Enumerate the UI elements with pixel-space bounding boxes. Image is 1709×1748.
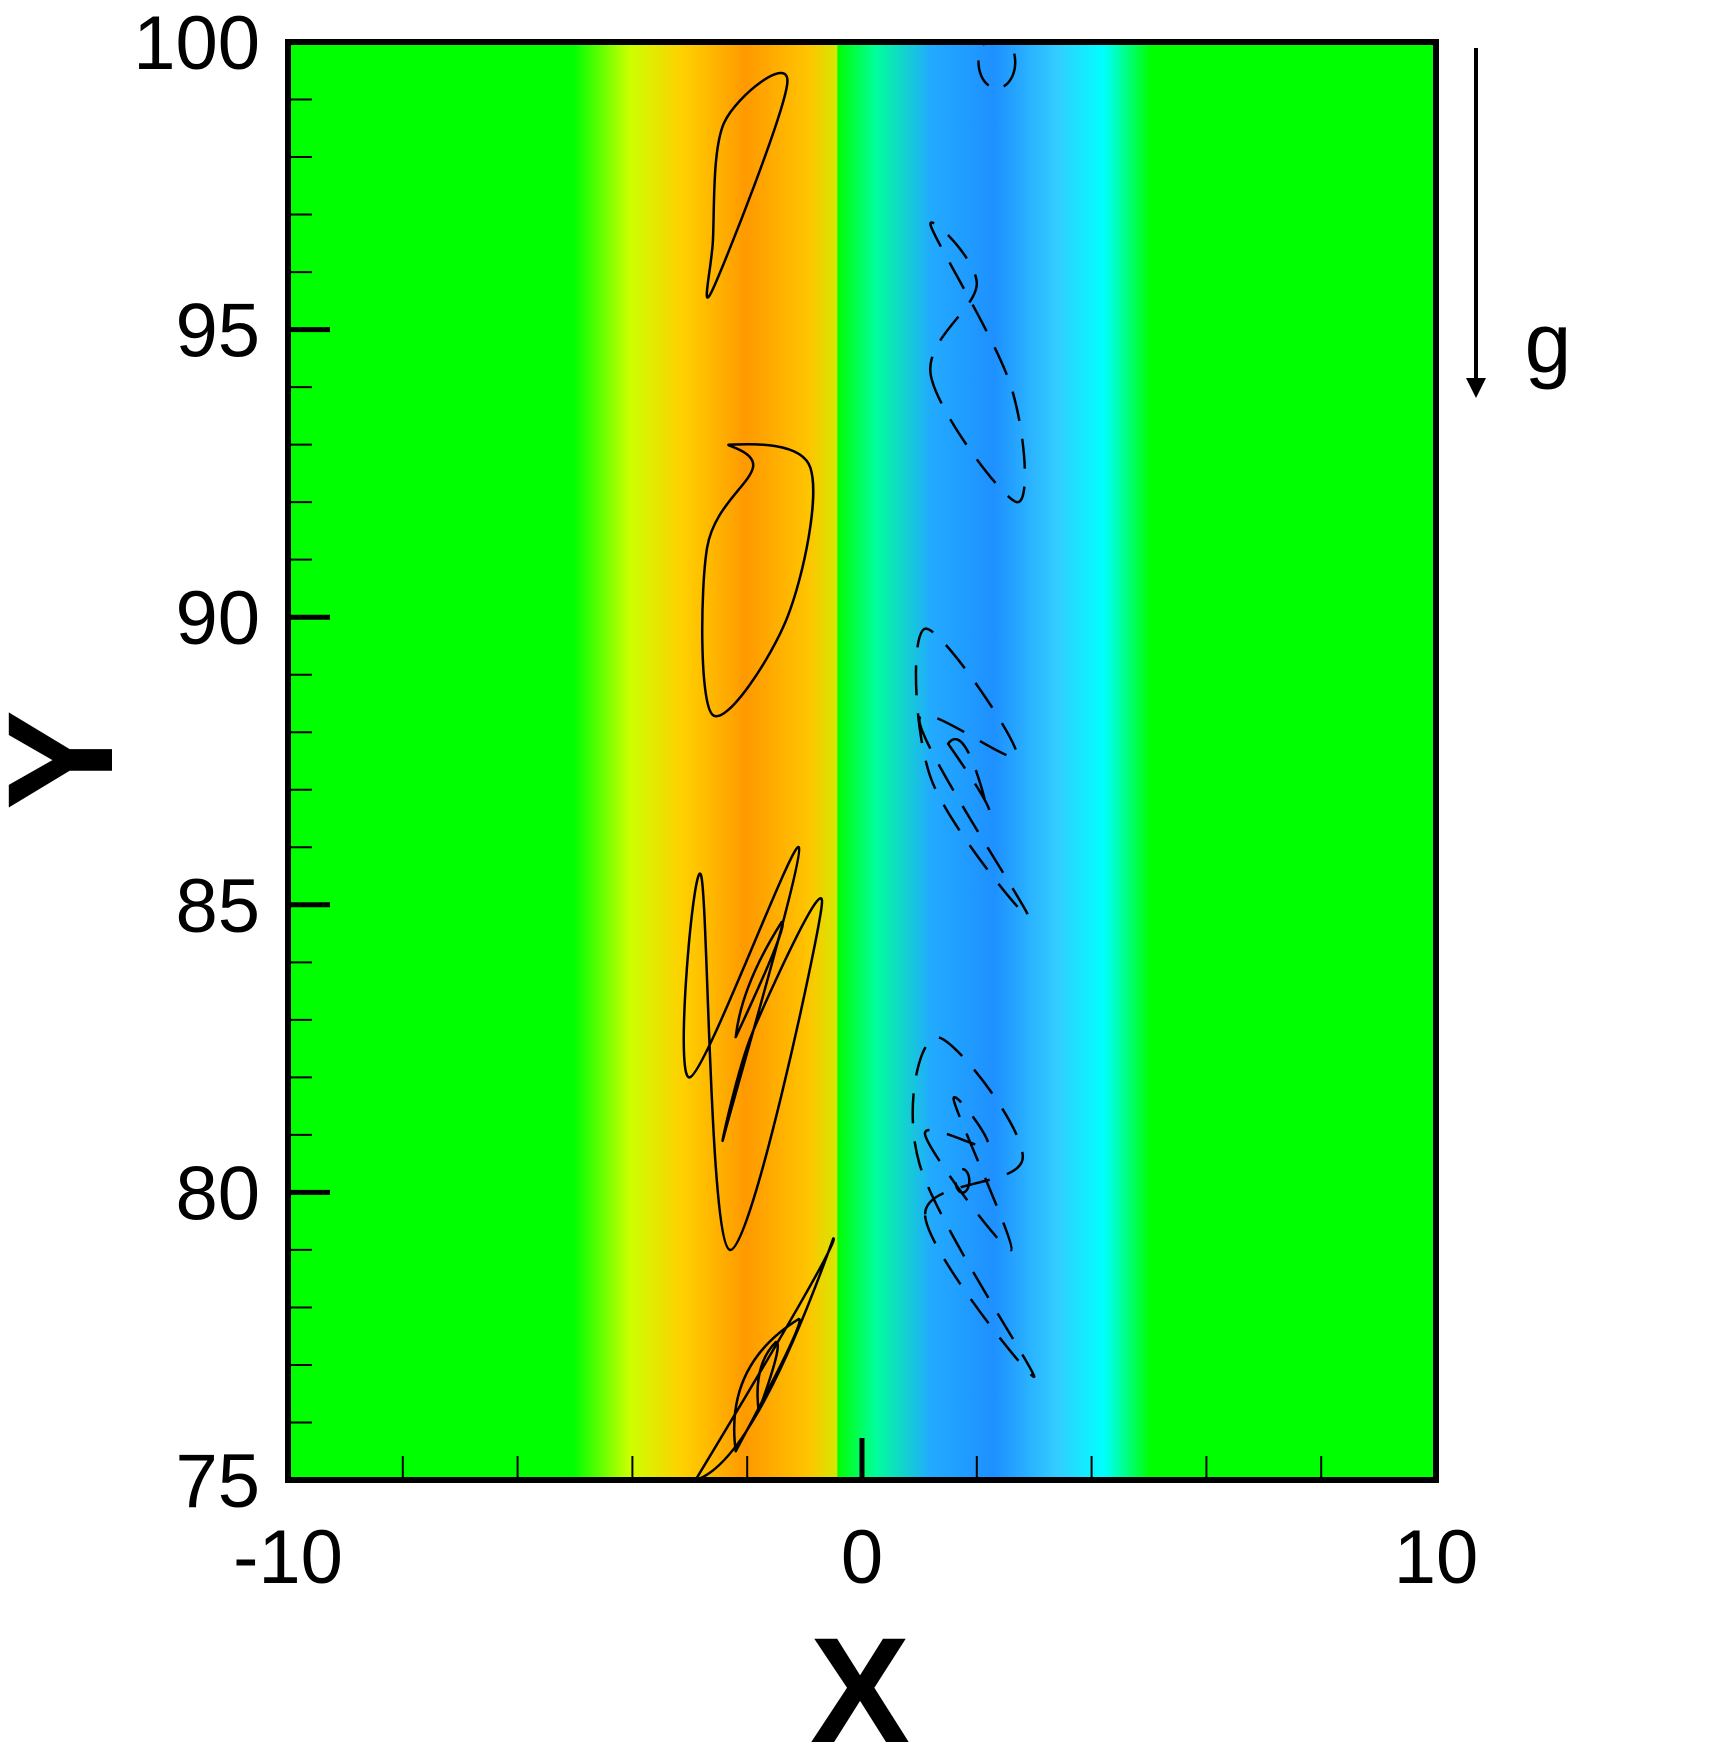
y-tick-label: 80 (175, 1151, 260, 1236)
contour-negative (923, 1096, 1013, 1252)
y-tick-labels: 75 80 85 90 95 100 (133, 1, 260, 1524)
axis-ticks (285, 39, 1439, 1483)
gravity-label: g (1525, 296, 1572, 390)
contour-negative (977, 42, 1017, 90)
contour-positive (756, 1340, 780, 1413)
contour-positive (705, 71, 789, 299)
contour-lines (682, 42, 1036, 1480)
field-bands (573, 42, 1151, 1480)
y-tick-label: 100 (133, 1, 260, 86)
y-tick-label: 90 (175, 576, 260, 661)
x-tick-label: -10 (233, 1515, 343, 1600)
field-band-negative (837, 42, 1151, 1480)
contour-positive (734, 920, 784, 1039)
y-tick-label: 85 (175, 864, 260, 949)
x-tick-labels: -10 0 10 (233, 1515, 1478, 1600)
contour-negative (911, 1035, 1036, 1378)
y-tick-label: 75 (175, 1439, 260, 1524)
y-axis-title: Y (0, 710, 144, 810)
contour-negative (914, 627, 1030, 918)
x-tick-label: 0 (841, 1515, 883, 1600)
contour-negative (929, 221, 1027, 504)
gravity-annotation: g (1466, 48, 1571, 398)
contour-negative (954, 1167, 971, 1194)
plot-area (285, 39, 1439, 1483)
contour-negative (946, 737, 991, 815)
contour-positive (701, 442, 815, 718)
contour-positive (694, 1237, 835, 1480)
x-tick-label: 10 (1394, 1515, 1479, 1600)
x-axis-title: X (810, 1606, 910, 1748)
gravity-arrow-icon (1466, 378, 1486, 398)
contour-positive (732, 1317, 801, 1453)
y-tick-label: 95 (175, 289, 260, 374)
